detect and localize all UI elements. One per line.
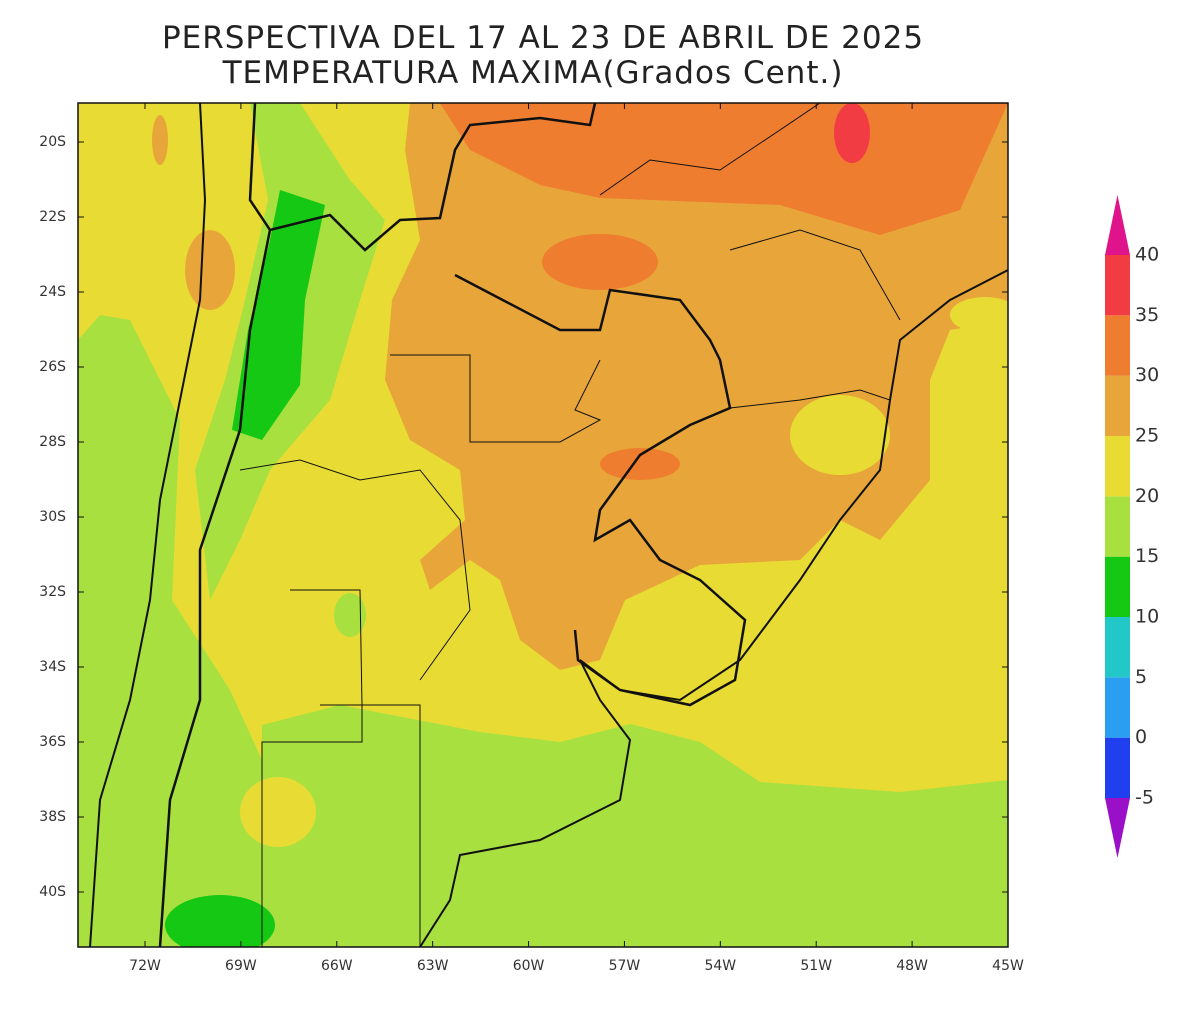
lat-tick-label: 20S xyxy=(39,134,66,150)
colorbar-label: 30 xyxy=(1135,364,1159,386)
colorbar-label: 15 xyxy=(1135,545,1159,567)
lat-tick-label: 34S xyxy=(39,659,66,675)
colorbar-band xyxy=(1105,556,1130,617)
colorbar-band xyxy=(1105,255,1130,316)
lon-tick-label: 69W xyxy=(225,958,257,974)
lat-tick-label: 36S xyxy=(39,734,66,750)
lon-tick-label: 72W xyxy=(129,958,161,974)
colorbar-label: 35 xyxy=(1135,304,1159,326)
colorbar-band xyxy=(1105,375,1130,436)
lon-tick-label: 60W xyxy=(513,958,545,974)
title-line: PERSPECTIVA DEL 17 AL 23 DE ABRIL DE 202… xyxy=(162,20,924,56)
colorbar-label: -5 xyxy=(1135,787,1154,809)
lon-tick-label: 57W xyxy=(609,958,641,974)
colorbar-label: 25 xyxy=(1135,425,1159,447)
colorbar-band xyxy=(1105,496,1130,557)
colorbar-band xyxy=(1105,677,1130,738)
colorbar-band xyxy=(1105,436,1130,497)
colorbar-label: 20 xyxy=(1135,485,1159,507)
colorbar-high xyxy=(1105,195,1130,255)
colorbar-low xyxy=(1105,798,1130,858)
colorbar-label: 10 xyxy=(1135,606,1159,628)
title-line: TEMPERATURA MAXIMA(Grados Cent.) xyxy=(222,55,844,91)
lon-tick-label: 54W xyxy=(704,958,736,974)
colorbar-band xyxy=(1105,617,1130,678)
lon-tick-label: 66W xyxy=(321,958,353,974)
colorbar-label: 40 xyxy=(1135,244,1159,266)
lat-tick-label: 40S xyxy=(39,884,66,900)
lat-tick-label: 24S xyxy=(39,284,66,300)
lon-tick-label: 51W xyxy=(800,958,832,974)
lon-tick-label: 48W xyxy=(896,958,928,974)
lat-tick-label: 38S xyxy=(39,809,66,825)
map-field xyxy=(78,103,1008,947)
lat-tick-label: 26S xyxy=(39,359,66,375)
colorbar-label: 0 xyxy=(1135,726,1147,748)
lat-tick-label: 28S xyxy=(39,434,66,450)
colorbar-label: 5 xyxy=(1135,666,1147,688)
map-frame xyxy=(77,102,1009,948)
lat-tick-label: 32S xyxy=(39,584,66,600)
lon-tick-label: 45W xyxy=(992,958,1024,974)
colorbar-band xyxy=(1105,315,1130,376)
lat-tick-label: 30S xyxy=(39,509,66,525)
colorbar-band xyxy=(1105,737,1130,798)
lon-tick-label: 63W xyxy=(417,958,449,974)
lat-tick-label: 22S xyxy=(39,209,66,225)
